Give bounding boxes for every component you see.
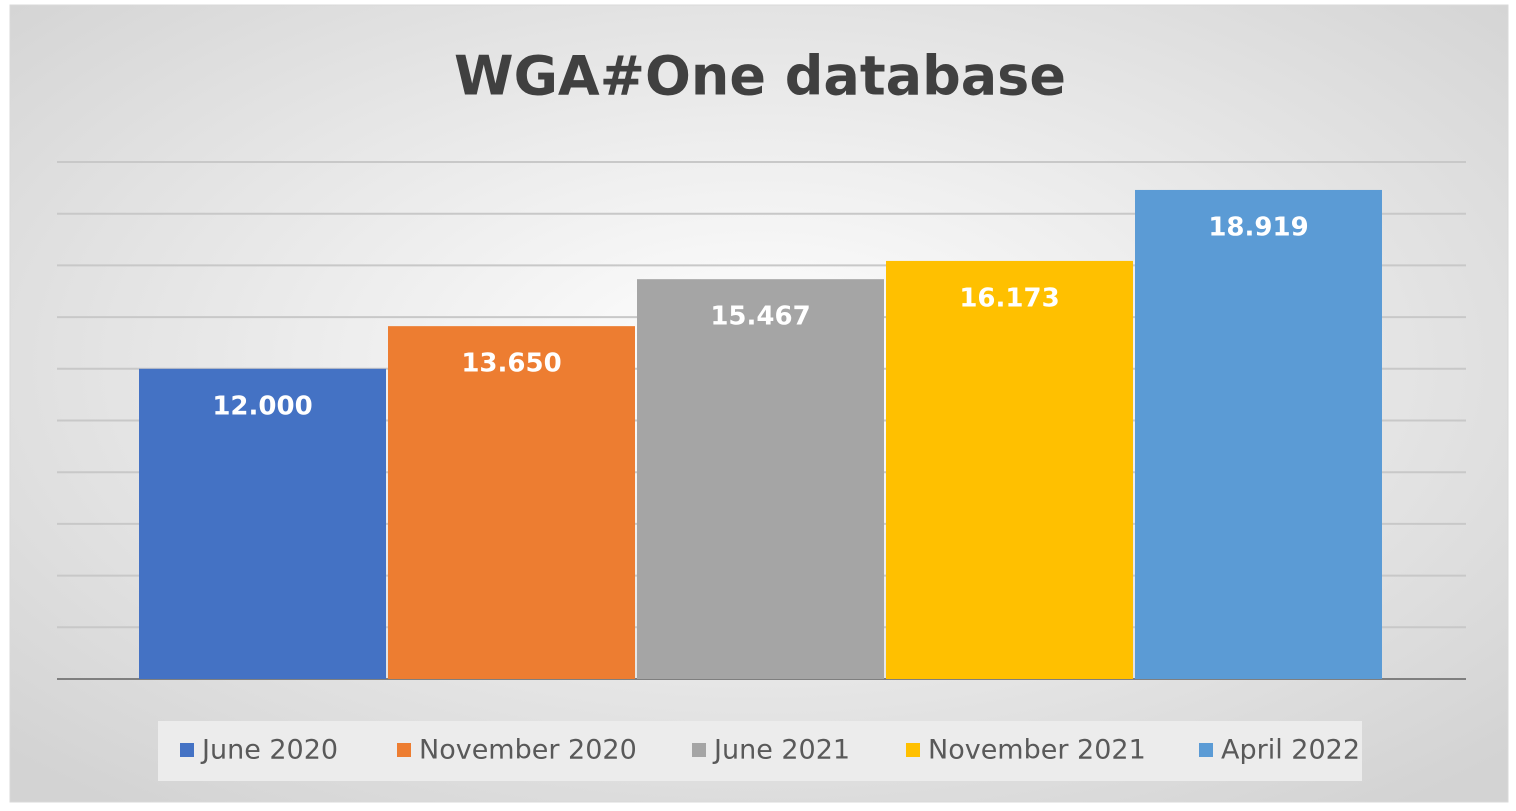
legend-label: April 2022	[1221, 735, 1360, 766]
legend-swatch	[1199, 743, 1213, 757]
bar	[886, 260, 1133, 679]
legend-label: June 2020	[200, 735, 338, 766]
bar	[139, 368, 386, 679]
legend-swatch	[692, 743, 706, 757]
data-label: 12.000	[212, 391, 312, 421]
bar	[1135, 189, 1382, 679]
legend-label: June 2021	[712, 735, 850, 766]
data-label: 15.467	[710, 302, 810, 332]
legend-swatch	[397, 743, 411, 757]
legend-label: November 2020	[419, 735, 637, 766]
chart-title: WGA#One database	[454, 45, 1066, 108]
bar	[388, 326, 635, 679]
bar	[637, 279, 884, 679]
data-label: 13.650	[461, 349, 561, 379]
legend-swatch	[906, 743, 920, 757]
data-label: 18.919	[1208, 212, 1308, 242]
legend-label: November 2021	[928, 735, 1146, 766]
data-label: 16.173	[959, 283, 1059, 313]
legend-swatch	[180, 743, 194, 757]
legend-box	[158, 721, 1362, 781]
